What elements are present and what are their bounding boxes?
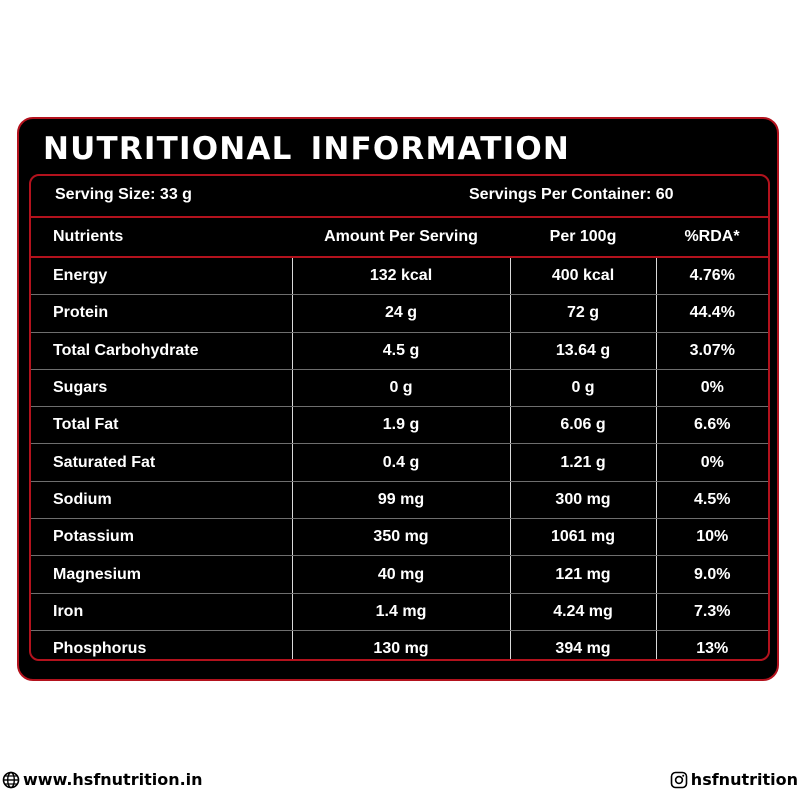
- table-row: Sodium 99 mg 300 mg 4.5%: [31, 481, 768, 520]
- nutrient-name: Saturated Fat: [31, 443, 292, 482]
- nutrition-table-frame: Serving Size: 33 g Servings Per Containe…: [29, 174, 770, 661]
- instagram-link[interactable]: hsfnutrition: [670, 770, 798, 789]
- amount-per-100g: 1.21 g: [509, 443, 656, 482]
- nutrient-name: Total Fat: [31, 406, 292, 445]
- table-row: Potassium 350 mg 1061 mg 10%: [31, 518, 768, 557]
- amount-per-serving: 130 mg: [291, 630, 510, 659]
- website-text: www.hsfnutrition.in: [23, 770, 203, 789]
- serving-size: Serving Size: 33 g: [55, 186, 192, 203]
- nutrient-name: Magnesium: [31, 555, 292, 594]
- amount-per-serving: 4.5 g: [291, 332, 510, 370]
- nutrition-table: Nutrients Amount Per Serving Per 100g %R…: [31, 218, 768, 659]
- amount-per-100g: 13.64 g: [509, 332, 656, 370]
- amount-per-serving: 0.4 g: [291, 443, 510, 482]
- rda-percent: 0%: [655, 443, 768, 482]
- website-link[interactable]: www.hsfnutrition.in: [2, 770, 203, 789]
- amount-per-100g: 1061 mg: [509, 518, 656, 557]
- serving-info-bar: Serving Size: 33 g Servings Per Containe…: [31, 176, 768, 218]
- rda-percent: 3.07%: [655, 332, 768, 370]
- table-row: Saturated Fat 0.4 g 1.21 g 0%: [31, 443, 768, 482]
- table-row: Phosphorus 130 mg 394 mg 13%: [31, 630, 768, 659]
- rda-percent: 0%: [655, 369, 768, 408]
- amount-per-serving: 24 g: [291, 294, 510, 333]
- rda-percent: 10%: [655, 518, 768, 557]
- nutrient-name: Potassium: [31, 518, 292, 557]
- table-row: Iron 1.4 mg 4.24 mg 7.3%: [31, 593, 768, 631]
- nutrient-name: Total Carbohydrate: [31, 332, 292, 370]
- nutrient-name: Iron: [31, 593, 292, 631]
- amount-per-100g: 0 g: [509, 369, 656, 408]
- column-header-nutrients: Nutrients: [31, 218, 292, 258]
- amount-per-100g: 121 mg: [509, 555, 656, 594]
- amount-per-serving: 40 mg: [291, 555, 510, 594]
- rda-percent: 4.5%: [655, 481, 768, 520]
- rda-percent: 6.6%: [655, 406, 768, 445]
- rda-percent: 13%: [655, 630, 768, 659]
- table-row: Sugars 0 g 0 g 0%: [31, 369, 768, 408]
- column-header-amount-per-serving: Amount Per Serving: [292, 218, 510, 258]
- amount-per-serving: 99 mg: [291, 481, 510, 520]
- servings-per-container: Servings Per Container: 60: [469, 186, 674, 203]
- table-header-row: Nutrients Amount Per Serving Per 100g %R…: [31, 218, 768, 258]
- nutrient-name: Sodium: [31, 481, 292, 520]
- amount-per-100g: 72 g: [509, 294, 656, 333]
- rda-percent: 7.3%: [655, 593, 768, 631]
- nutrient-name: Energy: [31, 257, 292, 296]
- table-row: Magnesium 40 mg 121 mg 9.0%: [31, 555, 768, 594]
- nutrient-name: Phosphorus: [53, 640, 147, 658]
- footer: www.hsfnutrition.in hsfnutrition: [0, 770, 800, 794]
- instagram-handle: hsfnutrition: [690, 770, 798, 789]
- amount-per-serving: 1.4 mg: [291, 593, 510, 631]
- globe-icon: [2, 771, 20, 789]
- table-row: Total Fat 1.9 g 6.06 g 6.6%: [31, 406, 768, 445]
- table-row: Total Carbohydrate 4.5 g 13.64 g 3.07%: [31, 332, 768, 370]
- amount-per-serving: 350 mg: [291, 518, 510, 557]
- nutrition-panel: NUTRITIONAL INFORMATION Serving Size: 33…: [17, 117, 779, 681]
- column-header-rda: %RDA*: [656, 218, 768, 258]
- amount-per-100g: 300 mg: [509, 481, 656, 520]
- rda-percent: 9.0%: [655, 555, 768, 594]
- column-header-per-100g: Per 100g: [510, 218, 656, 258]
- amount-per-serving: 0 g: [291, 369, 510, 408]
- amount-per-100g: 6.06 g: [509, 406, 656, 445]
- rda-percent: 4.76%: [655, 257, 768, 296]
- amount-per-serving: 132 kcal: [291, 257, 510, 296]
- amount-per-100g: 394 mg: [509, 630, 656, 659]
- table-row: Energy 132 kcal 400 kcal 4.76%: [31, 257, 768, 296]
- nutrient-name: Sugars: [31, 369, 292, 408]
- amount-per-serving: 1.9 g: [291, 406, 510, 445]
- rda-percent: 44.4%: [655, 294, 768, 333]
- nutrient-name: Protein: [31, 294, 292, 333]
- table-row: Protein 24 g 72 g 44.4%: [31, 294, 768, 333]
- panel-title: NUTRITIONAL INFORMATION: [43, 131, 571, 167]
- amount-per-100g: 400 kcal: [509, 257, 656, 296]
- instagram-icon: [670, 771, 688, 789]
- amount-per-100g: 4.24 mg: [509, 593, 656, 631]
